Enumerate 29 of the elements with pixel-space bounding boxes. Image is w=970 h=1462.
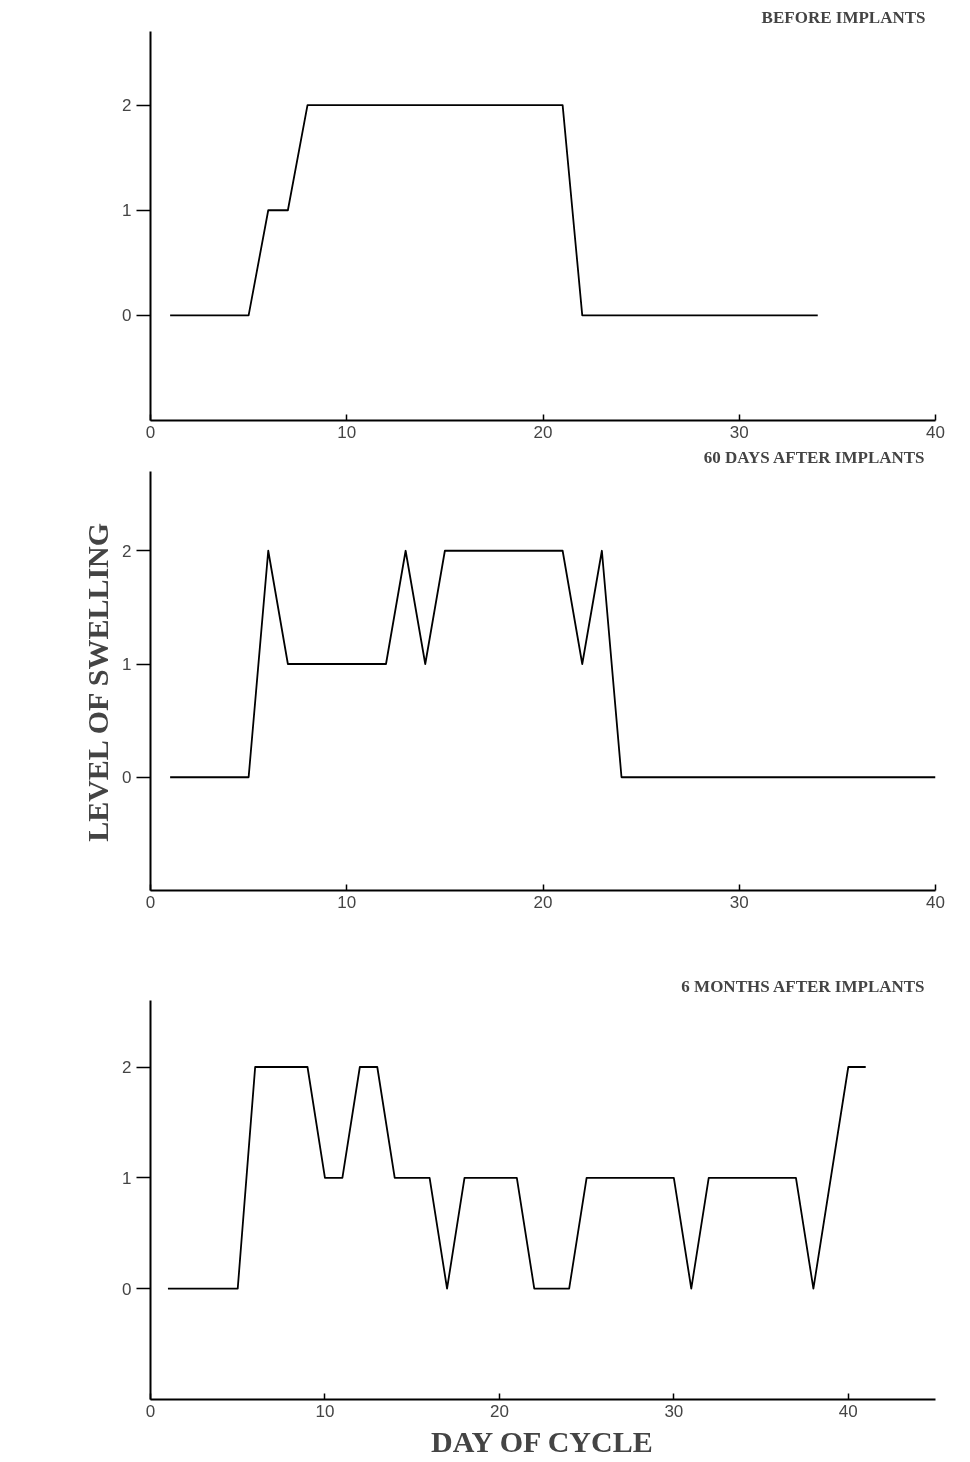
x-tick-label: 40 [838, 1401, 858, 1421]
x-tick-label: 40 [926, 422, 945, 442]
x-tick-label: 10 [337, 422, 357, 442]
x-tick-label: 30 [664, 1401, 684, 1421]
y-tick-label: 0 [122, 768, 132, 788]
chart-title: 6 MONTHS AFTER IMPLANTS [681, 976, 925, 996]
x-tick-label: 30 [729, 422, 749, 442]
x-tick-label: 0 [145, 422, 156, 442]
x-axis-title: DAY OF CYCLE [431, 1424, 653, 1458]
y-tick-label: 0 [122, 1279, 132, 1299]
x-tick-label: 0 [145, 892, 156, 912]
x-tick-label: 10 [337, 892, 357, 912]
chart-title: 60 DAYS AFTER IMPLANTS [703, 447, 925, 467]
x-tick-label: 40 [926, 892, 945, 912]
y-tick-label: 1 [122, 201, 132, 221]
y-tick-label: 1 [122, 1168, 132, 1188]
x-tick-label: 30 [729, 892, 749, 912]
x-tick-label: 0 [145, 1401, 156, 1421]
y-tick-label: 1 [122, 655, 132, 675]
y-tick-label: 0 [122, 306, 132, 326]
chart-title: BEFORE IMPLANTS [761, 7, 926, 27]
x-tick-label: 20 [489, 1401, 509, 1421]
x-tick-label: 20 [533, 422, 553, 442]
y-axis-title: LEVEL OF SWELLING [81, 522, 115, 842]
x-tick-label: 20 [533, 892, 553, 912]
y-tick-label: 2 [122, 96, 132, 116]
y-tick-label: 2 [122, 1058, 132, 1077]
y-tick-label: 2 [122, 541, 132, 561]
x-tick-label: 10 [315, 1401, 335, 1421]
